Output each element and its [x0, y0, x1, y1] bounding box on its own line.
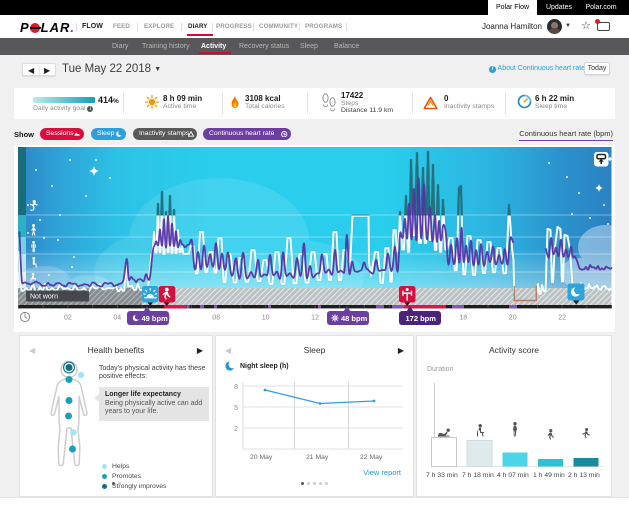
svg-text:20: 20 [509, 315, 517, 322]
svg-text:Not worn: Not worn [30, 294, 58, 301]
svg-text:18: 18 [459, 315, 467, 322]
svg-text:02: 02 [64, 315, 72, 322]
svg-text:04: 04 [113, 315, 121, 322]
svg-text:5: 5 [234, 405, 238, 412]
svg-text:2: 2 [234, 426, 238, 433]
svg-text:48 bpm: 48 bpm [341, 314, 368, 323]
svg-text:10: 10 [262, 315, 270, 322]
svg-text:12: 12 [311, 315, 319, 322]
svg-text:22: 22 [558, 315, 566, 322]
svg-text:8: 8 [234, 384, 238, 391]
svg-text:49 bpm: 49 bpm [142, 314, 169, 323]
svg-text:172 bpm: 172 bpm [406, 314, 437, 323]
svg-text:08: 08 [212, 315, 220, 322]
